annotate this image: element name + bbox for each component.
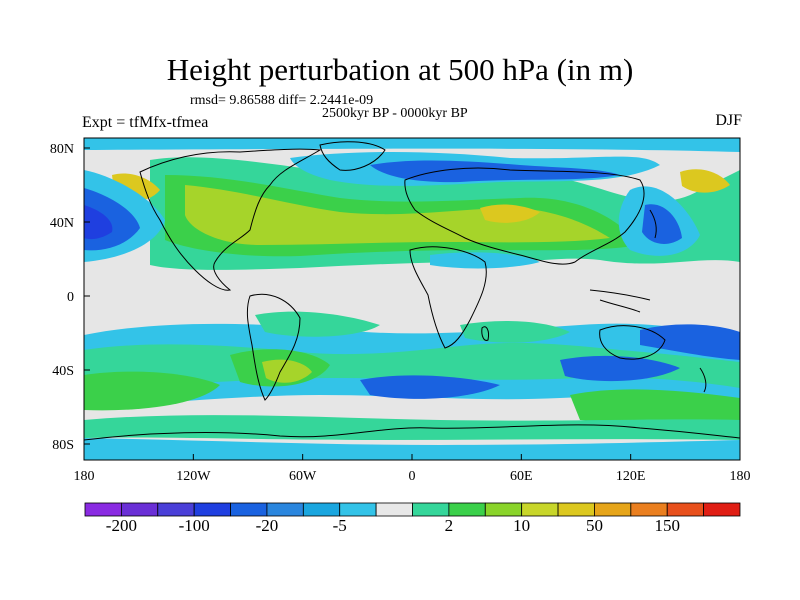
- x-tick-label: 60W: [289, 469, 317, 484]
- sh-teal-indian: [460, 320, 570, 343]
- x-tick-label: 120W: [176, 469, 211, 484]
- x-tick-label: 0: [409, 469, 416, 484]
- experiment-label: Expt = tfMfx-tfmea: [82, 114, 209, 131]
- sh-green-southpacific: [84, 371, 220, 411]
- x-tick-label: 60E: [510, 469, 533, 484]
- colorbar-swatch: [666, 502, 705, 517]
- colorbar-swatch: [339, 502, 377, 517]
- coast-africa: [409, 246, 487, 349]
- colorbar-label: -5: [332, 516, 347, 535]
- colorbar-swatch: [266, 502, 304, 517]
- y-tick-label: 0: [67, 290, 74, 305]
- colorbar-swatch: [230, 502, 268, 517]
- sh-darkblue-south: [360, 375, 500, 399]
- coast-japan: [649, 209, 657, 239]
- nh-yellow-patch-pacific: [680, 169, 730, 193]
- nh-yellow-patch-asia: [480, 204, 540, 223]
- map-title: Height perturbation at 500 hPa (in m): [166, 52, 634, 87]
- stats-text: rmsd= 9.86588 diff= 2.2441e-09: [190, 93, 374, 108]
- colorbar-swatch: [412, 502, 450, 517]
- sh-blue-pacific: [640, 324, 740, 360]
- coast-indonesia: [589, 289, 651, 313]
- coastlines: [84, 141, 740, 441]
- coast-south-america: [246, 293, 301, 401]
- colorbar-swatch: [484, 502, 523, 517]
- coast-madagascar: [481, 326, 489, 341]
- nh-blue-arctic: [84, 138, 740, 152]
- colorbar-swatch: [375, 502, 413, 517]
- coast-europe-asia: [404, 167, 645, 265]
- sh-blue-antarctic: [84, 438, 740, 460]
- nh-yellowgreen-belt: [185, 185, 610, 245]
- tropical-blue-africa: [430, 252, 540, 269]
- sh-yellow-southamerica: [262, 359, 312, 383]
- x-axis: 180 120W 60W 0 60E 120E 180: [74, 454, 751, 484]
- season-label: DJF: [715, 112, 742, 129]
- y-axis: 80N 40N 0 40S 80S: [50, 142, 90, 453]
- coast-north-america: [139, 148, 322, 291]
- y-tick-label: 40S: [52, 364, 74, 379]
- period-text: 2500kyr BP - 0000kyr BP: [322, 106, 468, 121]
- y-tick-label: 40N: [50, 216, 74, 231]
- sh-green-tropics: [255, 311, 380, 337]
- colorbar: [84, 502, 741, 517]
- colorbar-swatch: [630, 502, 668, 517]
- nh-darkblue-core: [84, 205, 113, 240]
- x-tick-label: 180: [74, 469, 95, 484]
- coast-antarctica: [84, 424, 740, 441]
- colorbar-swatch: [448, 502, 486, 517]
- colorbar-label: -200: [105, 516, 137, 535]
- coast-new-zealand: [699, 367, 707, 393]
- colorbar-swatch: [594, 502, 632, 517]
- colorbar-label: 50: [585, 516, 603, 535]
- colorbar-swatch: [84, 502, 122, 517]
- colorbar-swatch: [557, 502, 595, 517]
- nh-darkblue-northatlantic: [370, 160, 620, 183]
- y-tick-label: 80N: [50, 142, 74, 157]
- colorbar-label: 10: [513, 516, 531, 535]
- contour-field: [84, 138, 740, 460]
- x-tick-label: 180: [730, 469, 751, 484]
- colorbar-swatch: [193, 502, 231, 517]
- coast-greenland: [319, 141, 386, 171]
- colorbar-label: -100: [178, 516, 210, 535]
- colorbar-swatch: [157, 502, 195, 517]
- x-tick-label: 120E: [616, 469, 646, 484]
- colorbar-swatch: [302, 502, 341, 517]
- colorbar-swatch: [120, 502, 159, 517]
- sh-blue-australia: [560, 355, 680, 382]
- colorbar-label: 150: [654, 516, 680, 535]
- coast-australia: [599, 325, 666, 360]
- colorbar-label: 2: [444, 516, 454, 535]
- colorbar-label: -20: [255, 516, 279, 535]
- colorbar-swatch: [703, 502, 741, 517]
- y-tick-label: 80S: [52, 438, 74, 453]
- colorbar-swatch: [521, 502, 559, 517]
